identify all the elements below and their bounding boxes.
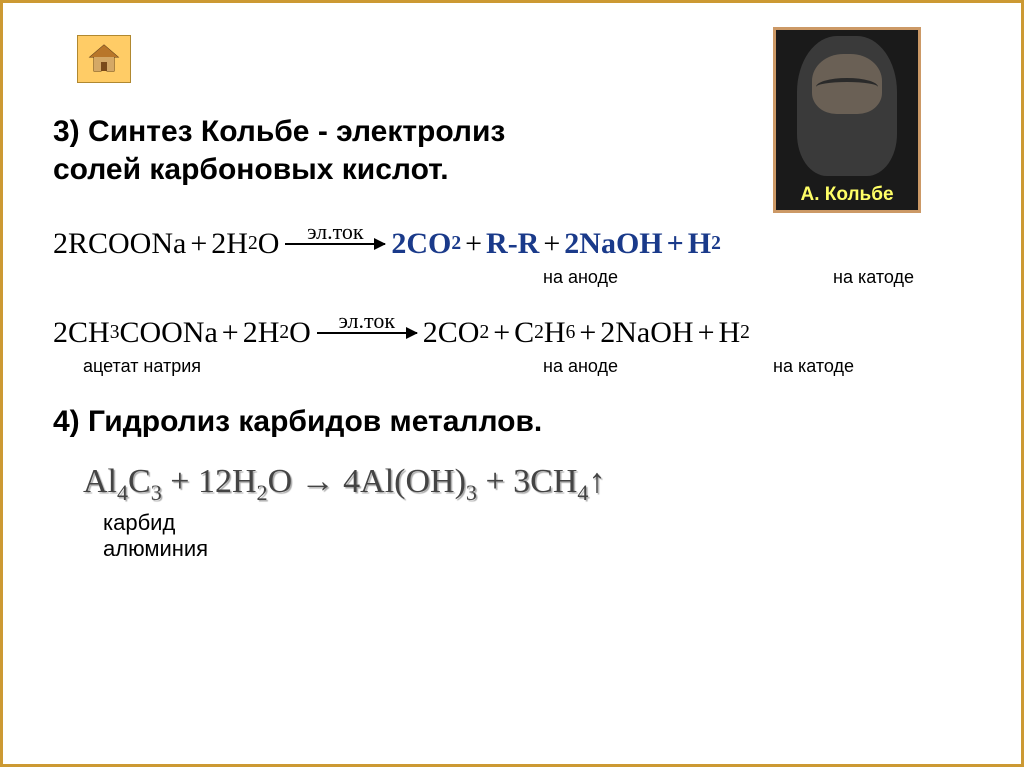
portrait-face: [797, 36, 897, 176]
eq1-lhs2: 2H: [211, 227, 248, 261]
eq1-lhs2b: O: [258, 227, 280, 261]
eq1-lhs2-sub: 2: [248, 233, 258, 255]
home-button[interactable]: [77, 35, 131, 83]
eq2-label-acetate: ацетат натрия: [83, 356, 543, 377]
section3-text1: Синтез Кольбе - электролиз: [88, 115, 505, 148]
eq3-s1: 4: [117, 480, 128, 505]
eq1-plus4: +: [667, 227, 684, 261]
eq1-rhs4-sub: 2: [711, 233, 721, 255]
carbide-label: карбид алюминия: [103, 510, 971, 562]
eq1-rhs3: 2NaOH: [564, 227, 662, 261]
eq2-plus2: +: [493, 316, 510, 350]
eq2-label-cathode: на катоде: [773, 356, 854, 377]
eq1-rhs1: 2CO: [391, 227, 451, 261]
carbide-label-2: алюминия: [103, 536, 971, 562]
eq2-plus3: +: [579, 316, 596, 350]
eq3-plus1: +: [170, 463, 189, 500]
eq2-rhs2a: C: [514, 316, 534, 350]
carbide-label-1: карбид: [103, 510, 971, 536]
home-icon: [86, 41, 122, 77]
eq3-s6: 4: [577, 480, 588, 505]
eq3-arrow: →: [301, 463, 335, 500]
eq3-t1: Al: [83, 463, 117, 500]
eq2-rhs1-sub: 2: [479, 322, 489, 344]
eq3-s3: 2: [257, 480, 268, 505]
eq2-lhs2: 2H: [243, 316, 280, 350]
eq1-rhs1-sub: 2: [451, 233, 461, 255]
equation-1: 2RCOONa + 2H2O эл.ток 2CO2 + R-R + 2NaOH…: [53, 227, 971, 261]
eq1-plus3: +: [543, 227, 560, 261]
eq2-arrow: эл.ток: [317, 332, 417, 334]
portrait-caption: А. Кольбе: [800, 182, 893, 210]
eq2-lhs1-sub: 3: [110, 322, 120, 344]
eq2-rhs2-sub1: 2: [534, 322, 544, 344]
eq3-up: ↑: [588, 463, 605, 500]
eq2-rhs3: 2NaOH: [600, 316, 693, 350]
section3-num: 3): [53, 115, 80, 148]
eq2-rhs2b: H: [544, 316, 566, 350]
eq2-rhs4: H: [718, 316, 740, 350]
eq1-rhs2: R-R: [486, 227, 539, 261]
eq1-plus1: +: [190, 227, 207, 261]
eq2-label-anode: на аноде: [543, 356, 773, 377]
eq3-t4: O: [268, 463, 293, 500]
eq1-label-anode: на аноде: [543, 267, 693, 288]
eq2-lhs1: 2CH: [53, 316, 110, 350]
eq1-labels: на аноде на катоде: [53, 267, 971, 288]
eq1-arrow-label: эл.ток: [307, 219, 364, 245]
equation-3: Al4C3 + 12H2O → 4Al(OH)3 + 3CH4↑: [83, 463, 971, 506]
eq2-arrow-label: эл.ток: [339, 308, 396, 334]
eq3-t2: C: [128, 463, 151, 500]
eq2-rhs1: 2CO: [423, 316, 480, 350]
eq2-labels: ацетат натрия на аноде на катоде: [53, 356, 971, 377]
eq3-s2: 3: [151, 480, 162, 505]
eq3-t5: 4Al(OH): [343, 463, 466, 500]
eq1-label-cathode: на катоде: [833, 267, 914, 288]
section4-title: 4) Гидролиз карбидов металлов.: [53, 405, 971, 439]
eq3-t6: 3CH: [513, 463, 577, 500]
equation-2: 2CH3COONa + 2H2O эл.ток 2CO2 + C2H6 + 2N…: [53, 316, 971, 350]
portrait-kolbe: А. Кольбе: [773, 27, 921, 213]
eq1-plus2: +: [465, 227, 482, 261]
eq3-plus2: +: [485, 463, 504, 500]
eq2-lhs2-sub: 2: [279, 322, 289, 344]
eq2-plus1: +: [222, 316, 239, 350]
eq2-lhs1b: COONa: [119, 316, 217, 350]
eq1-arrow: эл.ток: [285, 243, 385, 245]
eq3-t3: 12H: [198, 463, 257, 500]
eq1-lhs1: 2RCOONa: [53, 227, 186, 261]
eq2-lhs2b: O: [289, 316, 311, 350]
eq2-plus4: +: [698, 316, 715, 350]
eq2-rhs4-sub: 2: [740, 322, 750, 344]
eq3-s5: 3: [466, 480, 477, 505]
eq1-rhs4: H: [688, 227, 711, 261]
eq2-rhs2-sub2: 6: [566, 322, 576, 344]
